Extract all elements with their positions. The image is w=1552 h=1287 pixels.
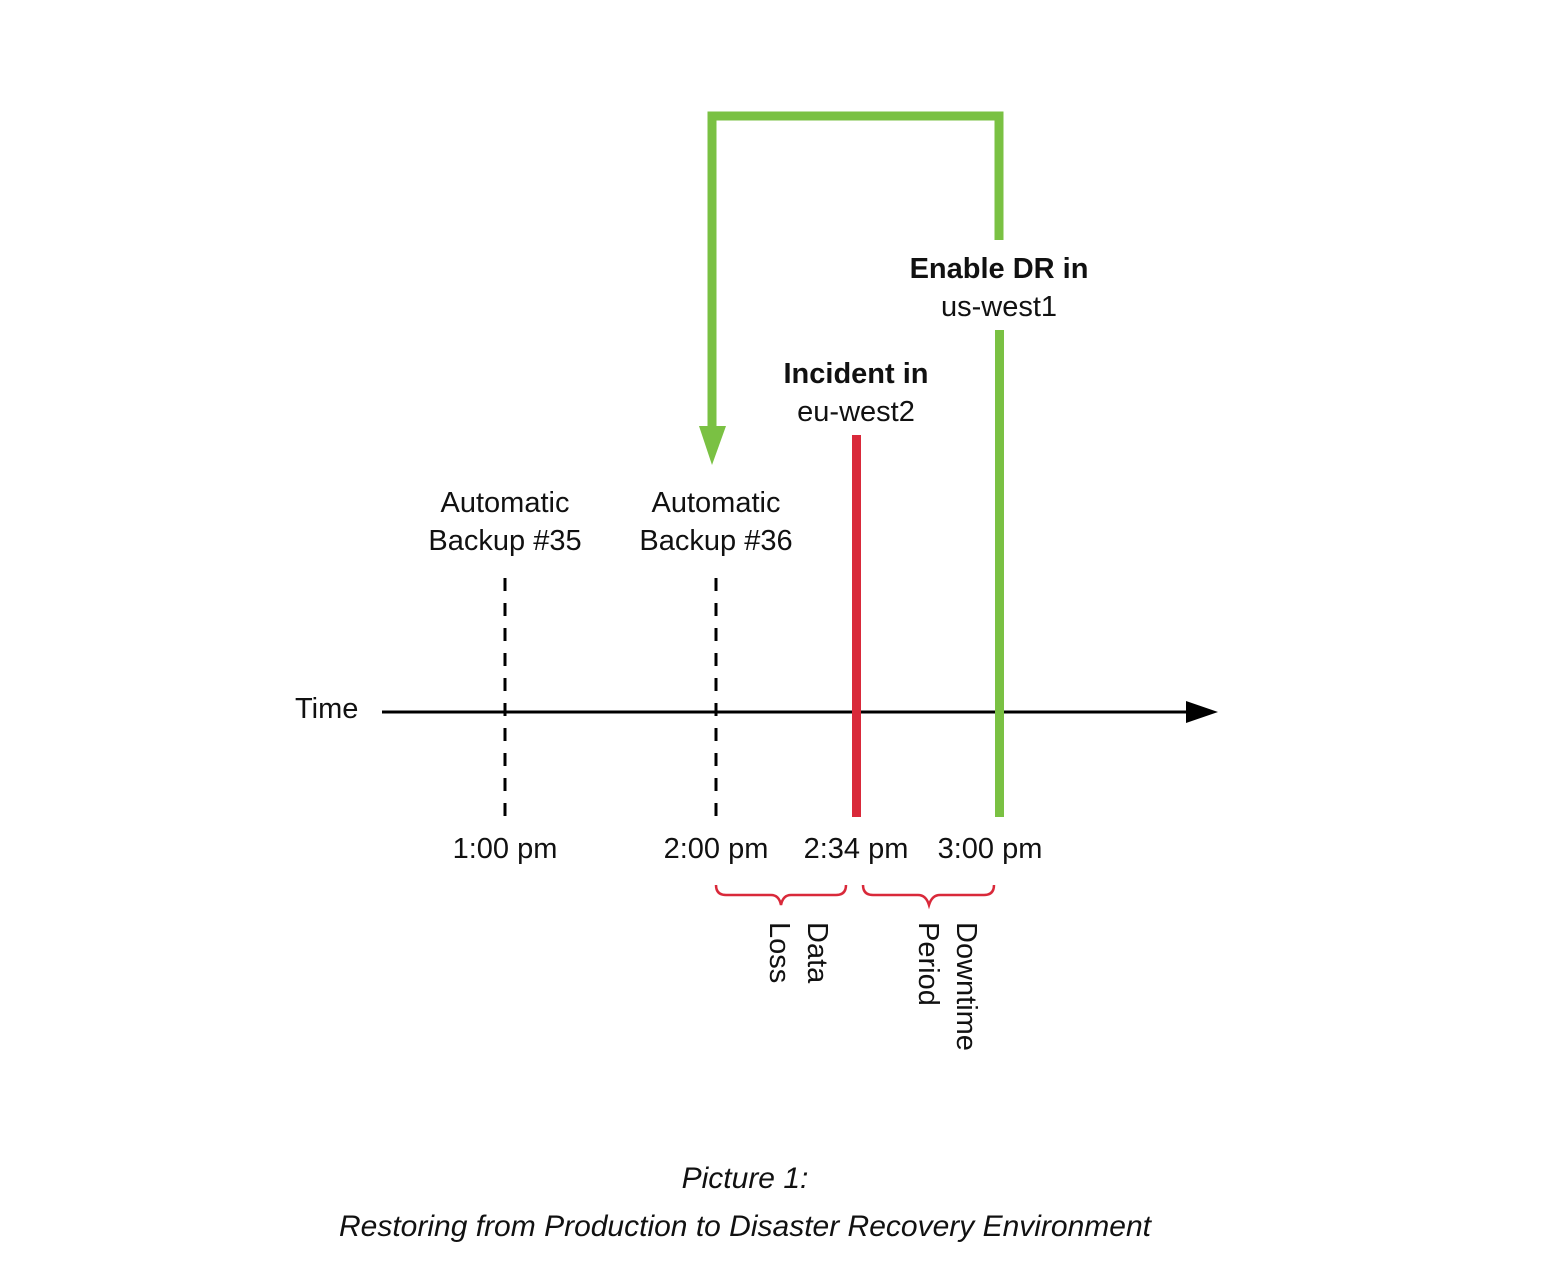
dr-marker-line — [995, 330, 1004, 817]
dr-time-label: 3:00 pm — [938, 833, 1043, 865]
backup-35-label-line2: Backup #35 — [428, 525, 581, 557]
downtime-label-line2: Period — [912, 922, 944, 1006]
incident-time-label: 2:34 pm — [804, 833, 909, 865]
backup-36-label-line2: Backup #36 — [639, 525, 792, 557]
restore-arrow-path — [707, 111, 1004, 430]
data-loss-brace — [714, 884, 848, 906]
backup-35-label-line1: Automatic — [441, 487, 570, 519]
downtime-brace — [861, 884, 996, 910]
incident-marker-line — [852, 435, 861, 817]
time-axis-label: Time — [295, 693, 358, 725]
incident-label-line2: eu-west2 — [797, 396, 915, 428]
caption-title: Picture 1: — [682, 1162, 809, 1195]
backup-35-time-label: 1:00 pm — [453, 833, 558, 865]
dr-label-line1: Enable DR in — [910, 253, 1089, 285]
backup-36-time-label: 2:00 pm — [664, 833, 769, 865]
downtime-label-line1: Downtime — [950, 922, 982, 1051]
dr-label-line2: us-west1 — [941, 291, 1057, 323]
time-axis-arrowhead — [1186, 701, 1218, 723]
incident-label-line1: Incident in — [784, 358, 929, 390]
data-loss-label-line2: Loss — [763, 922, 795, 983]
caption-subtitle: Restoring from Production to Disaster Re… — [339, 1210, 1153, 1243]
backup-36-label-line1: Automatic — [652, 487, 781, 519]
data-loss-label-line1: Data — [801, 922, 833, 984]
restore-arrow-head — [699, 426, 726, 465]
